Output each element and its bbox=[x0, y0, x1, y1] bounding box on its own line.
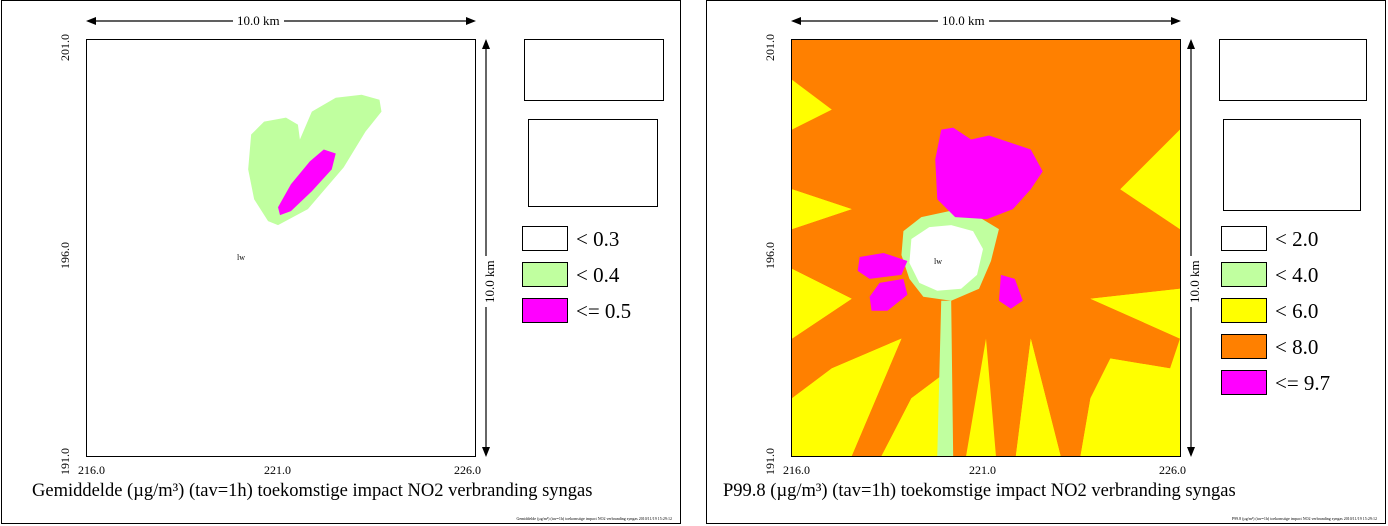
map-title: P99.8 (µg/m³) (tav=1h) toekomstige impac… bbox=[723, 481, 1236, 501]
vertical-scale-bar bbox=[476, 39, 500, 457]
x-tick-label: 216.0 bbox=[78, 463, 105, 477]
horizontal-scale-label: 10.0 km bbox=[938, 13, 989, 29]
x-tick-label: 221.0 bbox=[264, 463, 291, 477]
horizontal-scale-label: 10.0 km bbox=[233, 13, 284, 29]
y-tick-label: 191.0 bbox=[58, 448, 72, 475]
legend-swatch bbox=[1221, 370, 1267, 395]
y-tick-label: 201.0 bbox=[58, 34, 72, 61]
info-box-top bbox=[1219, 39, 1367, 101]
legend-label: < 6.0 bbox=[1275, 299, 1319, 323]
legend-swatch bbox=[1221, 226, 1267, 251]
contour-zone-9-7 bbox=[857, 127, 1043, 311]
vertical-scale-label: 10.0 km bbox=[1187, 256, 1203, 307]
vertical-scale-label: 10.0 km bbox=[482, 256, 498, 307]
legend-label: < 8.0 bbox=[1275, 335, 1319, 359]
contour-zone-0-5 bbox=[278, 149, 336, 216]
legend-label: < 4.0 bbox=[1275, 263, 1319, 287]
x-tick-label: 216.0 bbox=[783, 463, 810, 477]
source-marker: lw bbox=[934, 257, 942, 266]
info-box-middle bbox=[528, 119, 658, 207]
y-tick-label: 196.0 bbox=[58, 242, 72, 269]
y-tick-label: 201.0 bbox=[763, 34, 777, 61]
map-panel-mean: 10.0 km 201.0 196.0 191.0 lw 10.0 km 216… bbox=[1, 0, 681, 524]
source-marker: lw bbox=[237, 253, 245, 262]
contour-zone-2-0 bbox=[909, 225, 984, 291]
legend-swatch bbox=[522, 262, 568, 287]
footer-caption: P99.8 (µg/m³) (tav=1h) toekomstige impac… bbox=[1231, 516, 1377, 521]
y-tick-label: 196.0 bbox=[763, 242, 777, 269]
x-tick-label: 221.0 bbox=[969, 463, 996, 477]
x-tick-label: 226.0 bbox=[1159, 463, 1186, 477]
map-title: Gemiddelde (µg/m³) (tav=1h) toekomstige … bbox=[32, 481, 593, 501]
map-panel-p99-8: 10.0 km 201.0 196.0 191.0 lw 10.0 km 216… bbox=[706, 0, 1386, 524]
legend-label: <= 9.7 bbox=[1275, 371, 1331, 395]
legend-label: < 0.4 bbox=[576, 263, 620, 287]
legend-swatch bbox=[522, 226, 568, 251]
footer-caption: Gemiddelde (µg/m³) (tav=1h) toekomstige … bbox=[516, 516, 672, 521]
legend-swatch bbox=[1221, 262, 1267, 287]
legend-label: < 0.3 bbox=[576, 227, 620, 251]
concentration-map bbox=[86, 39, 476, 457]
legend-swatch bbox=[1221, 334, 1267, 359]
y-tick-label: 191.0 bbox=[763, 448, 777, 475]
info-box-middle bbox=[1223, 119, 1361, 211]
legend-label: <= 0.5 bbox=[576, 299, 632, 323]
vertical-scale-bar bbox=[1181, 39, 1205, 457]
contour-zone-6-0 bbox=[792, 129, 1180, 456]
legend-swatch bbox=[522, 298, 568, 323]
x-tick-label: 226.0 bbox=[454, 463, 481, 477]
concentration-map bbox=[791, 39, 1181, 457]
legend-swatch bbox=[1221, 298, 1267, 323]
info-box-top bbox=[524, 39, 664, 101]
legend-label: < 2.0 bbox=[1275, 227, 1319, 251]
